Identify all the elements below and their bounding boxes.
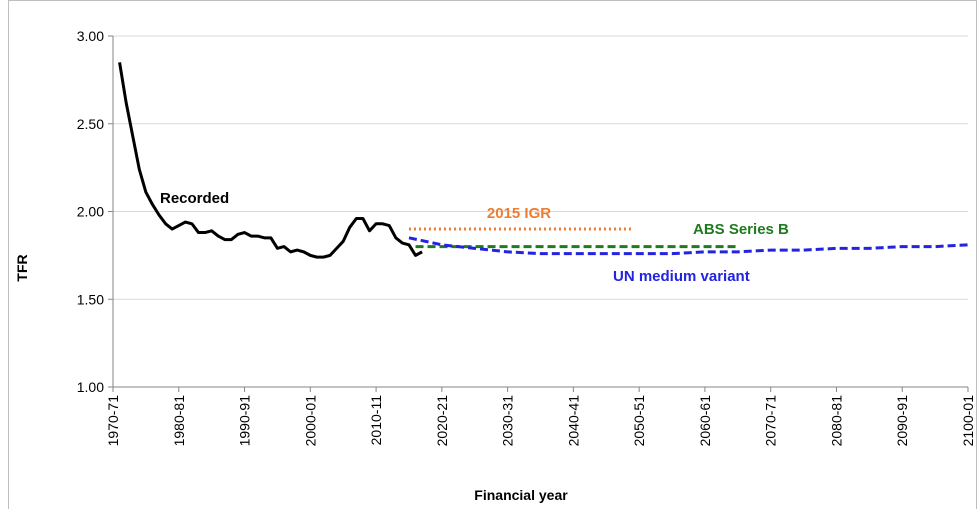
x-tick-label: 1970-71 [105,395,121,447]
y-tick-label: 3.00 [77,28,104,44]
x-axis-title: Financial year [474,487,568,503]
x-tick-label: 2030-31 [500,395,516,447]
series-label: Recorded [160,190,229,207]
y-tick-label: 1.00 [77,379,104,395]
series-line [408,236,969,256]
x-tick-label: 2040-41 [565,395,581,447]
x-tick-label: 2050-51 [631,395,647,447]
y-axis-title: TFR [14,254,30,281]
series-line [118,62,423,259]
series-label: ABS Series B [693,221,789,238]
y-tick-label: 1.50 [77,291,104,307]
x-tick-label: 2010-11 [368,395,384,446]
x-tick-label: 2100-01 [960,395,976,447]
x-tick-label: 2070-71 [763,395,779,447]
series-label: 2015 IGR [487,205,551,222]
chart-border [8,0,977,509]
x-tick-label: 2020-21 [434,395,450,447]
y-tick-label: 2.50 [77,116,104,132]
x-tick-label: 1980-81 [171,395,187,447]
x-tick-label: 2080-81 [828,395,844,447]
series-label: UN medium variant [613,268,750,285]
x-tick-label: 2060-61 [697,395,713,447]
x-tick-label: 2090-91 [894,395,910,447]
y-tick-label: 2.00 [77,204,104,220]
x-tick-label: 1990-91 [237,395,253,447]
x-tick-label: 2000-01 [302,395,318,447]
